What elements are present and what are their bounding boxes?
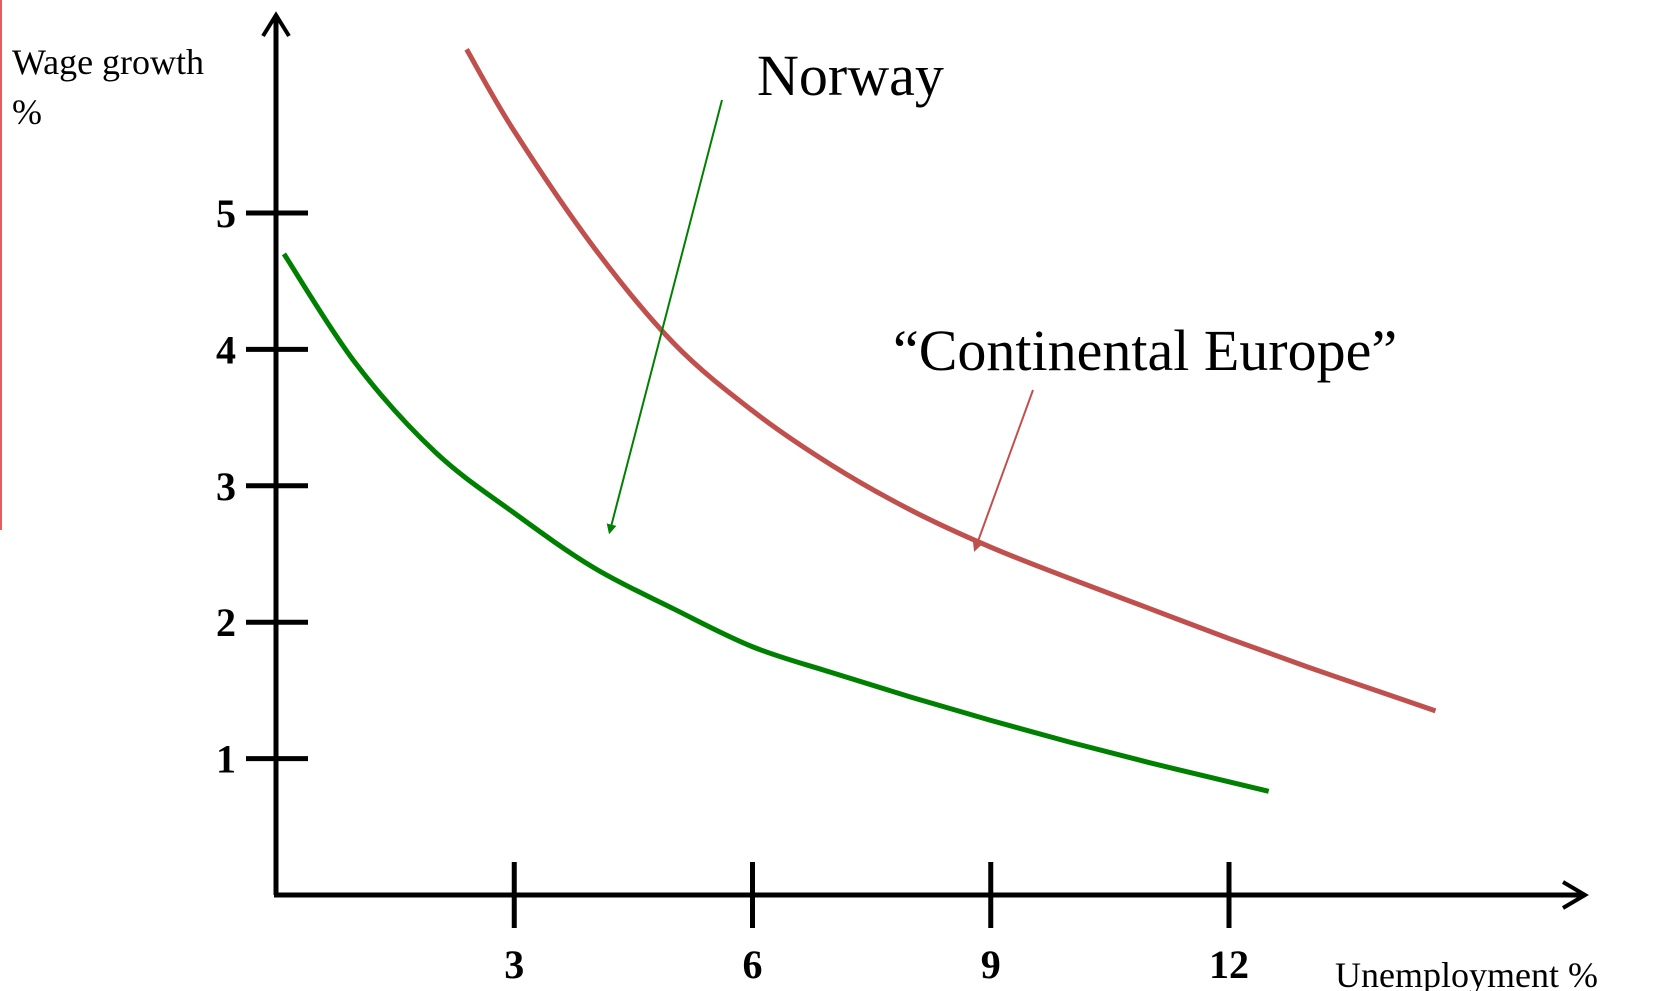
y-tick-label: 4 xyxy=(216,327,236,372)
y-ticks: 1 2 3 4 5 xyxy=(216,191,308,782)
continental-europe-pointer-line xyxy=(972,389,1034,552)
x-tick-label: 6 xyxy=(743,942,763,987)
y-tick-label: 5 xyxy=(216,191,236,236)
continental-europe-label: “Continental Europe” xyxy=(893,318,1397,383)
series-layer xyxy=(281,48,1437,794)
x-axis-arrowhead xyxy=(1561,880,1589,910)
x-tick-label: 12 xyxy=(1209,942,1249,987)
y-axis-unit: % xyxy=(12,92,42,132)
norway-label: Norway xyxy=(757,43,944,108)
y-axis-arrowhead xyxy=(261,11,291,38)
continental-europe-curve xyxy=(464,48,1437,714)
x-tick-label: 3 xyxy=(504,942,524,987)
x-ticks: 3 6 9 12 xyxy=(504,862,1249,987)
y-axis-title: Wage growth xyxy=(12,42,204,82)
norway-curve xyxy=(281,252,1270,794)
norway-pointer-line xyxy=(606,99,723,535)
x-tick-label: 9 xyxy=(981,942,1001,987)
y-tick-label: 2 xyxy=(216,600,236,645)
y-tick-label: 1 xyxy=(216,737,236,782)
y-tick-label: 3 xyxy=(216,464,236,509)
x-axis-title: Unemployment % xyxy=(1335,955,1598,991)
axes xyxy=(261,11,1589,910)
